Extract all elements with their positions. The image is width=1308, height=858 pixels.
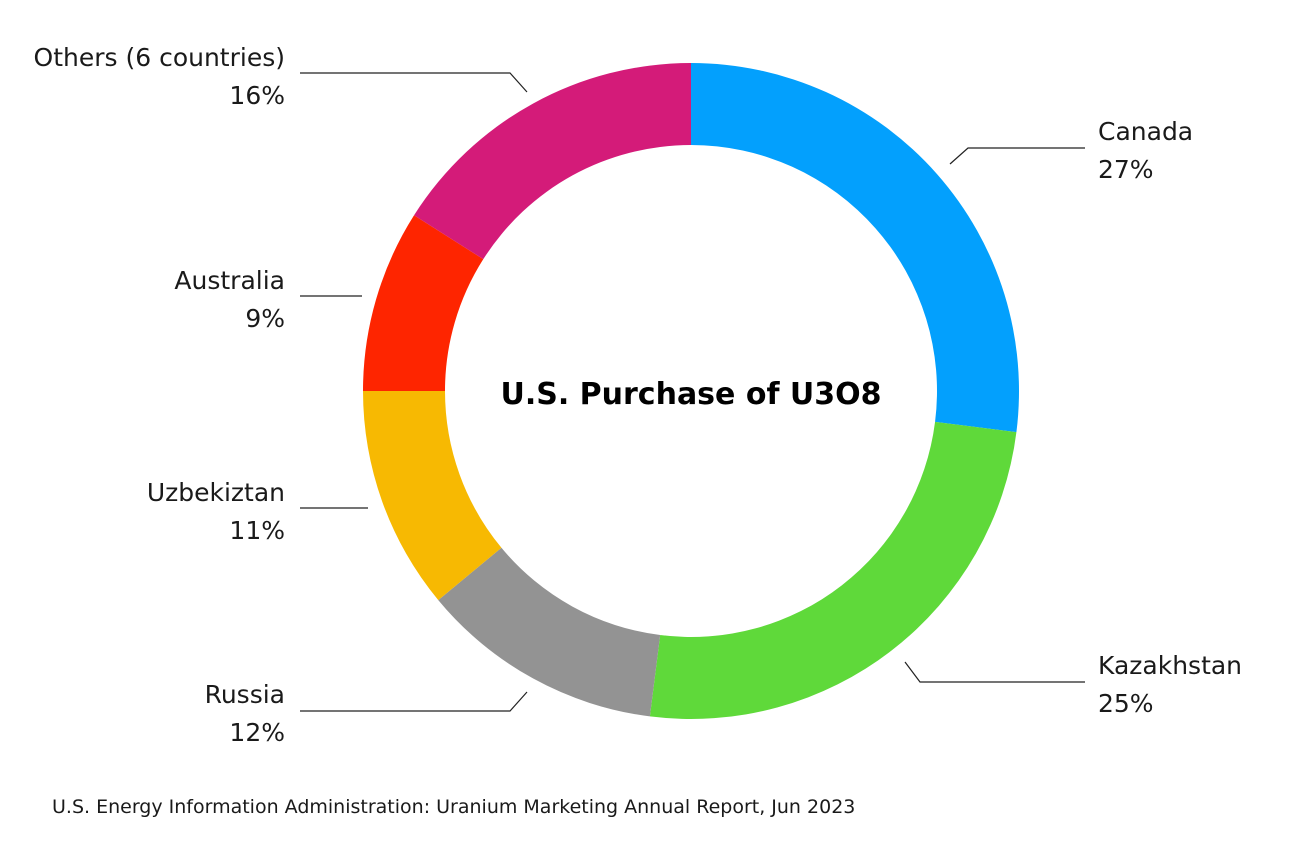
leader-line-russia	[300, 691, 528, 712]
chart-title: U.S. Purchase of U3O8	[500, 377, 881, 412]
source-note: U.S. Energy Information Administration: …	[52, 796, 856, 818]
slice-kazakhstan	[649, 421, 1017, 720]
slice-value-others-6-countries: 16%	[229, 81, 285, 110]
leader-line-kazakhstan	[904, 661, 1085, 683]
slice-canada	[691, 63, 1019, 433]
slice-australia	[363, 215, 484, 391]
slice-value-canada: 27%	[1098, 155, 1154, 184]
slice-label-kazakhstan: Kazakhstan	[1098, 651, 1242, 680]
slice-label-uzbekiztan: Uzbekiztan	[147, 478, 285, 507]
slice-value-uzbekiztan: 11%	[229, 516, 285, 545]
slice-label-canada: Canada	[1098, 117, 1193, 146]
slice-value-russia: 12%	[229, 718, 285, 747]
leader-lines	[300, 72, 1085, 712]
slice-label-australia: Australia	[174, 266, 285, 295]
slice-label-others-6-countries: Others (6 countries)	[34, 43, 285, 72]
leader-line-canada	[949, 147, 1085, 165]
slice-value-australia: 9%	[245, 304, 285, 333]
slice-russia	[438, 547, 661, 717]
slice-value-kazakhstan: 25%	[1098, 689, 1154, 718]
leader-line-others-6-countries	[300, 72, 528, 93]
donut-slices	[363, 63, 1019, 720]
slice-uzbekiztan	[363, 391, 502, 601]
slice-others-6-countries	[414, 63, 691, 260]
slice-label-russia: Russia	[205, 680, 285, 709]
slice-labels: Canada 27% Kazakhstan 25% Russia 12% Uzbekizta…	[34, 43, 1243, 747]
